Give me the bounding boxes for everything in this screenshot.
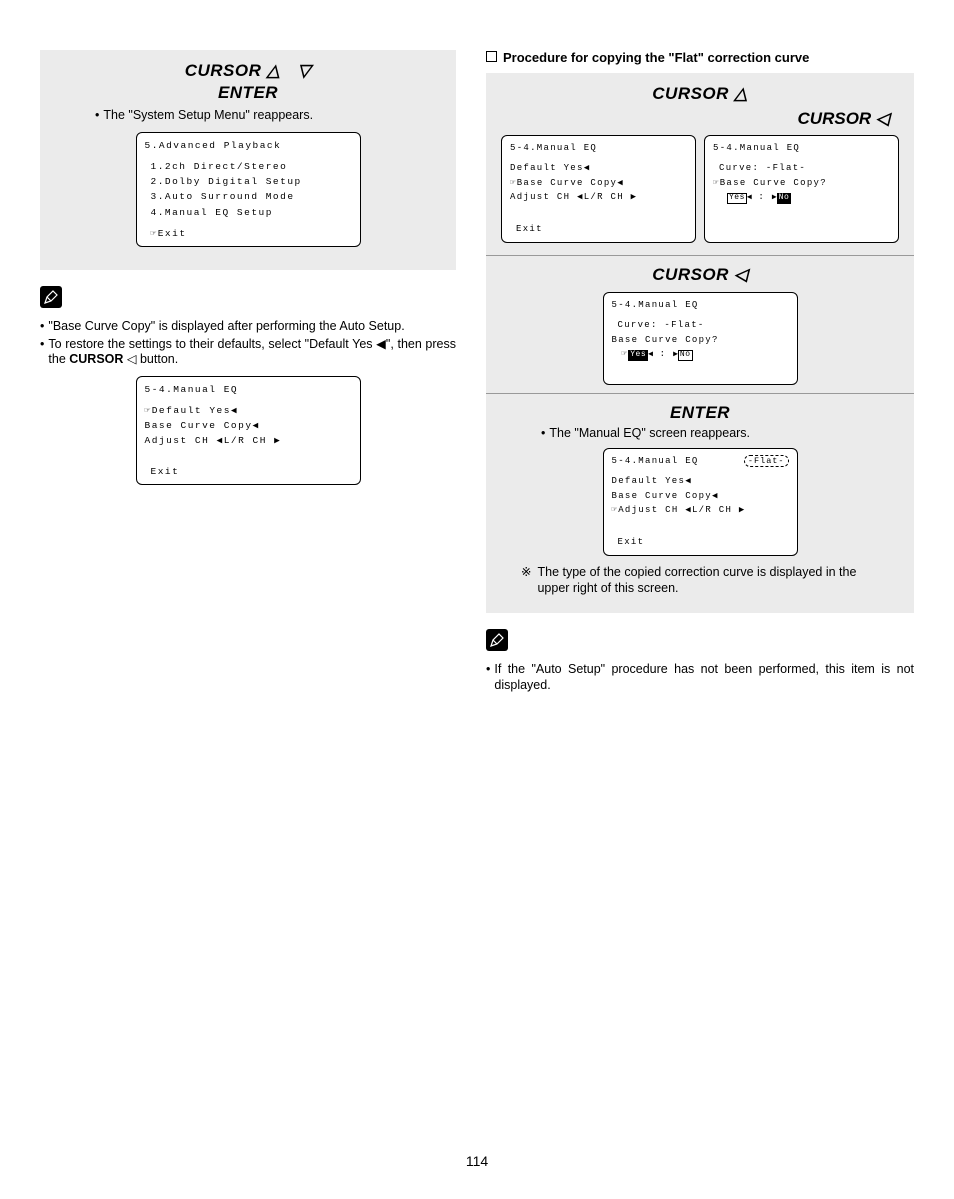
lcd-screen-manual-eq-default: 5-4.Manual EQ ☞Default Yes◀ Base Curve C… — [136, 376, 361, 485]
star-note: ※ The type of the copied correction curv… — [501, 562, 899, 599]
cursor-heading: CURSOR △ ▽ — [55, 60, 441, 82]
no-box-selected: No — [777, 193, 792, 204]
page-number: 114 — [0, 1153, 954, 1169]
lcd-screen-d: 5-4.Manual EQ -Flat- Default Yes◀ Base C… — [603, 448, 798, 556]
cursor-left-heading-2: CURSOR ◁ — [501, 264, 899, 286]
cursor-up-heading: CURSOR △ — [501, 83, 899, 105]
lcd-screen-advanced-playback: 5.Advanced Playback 1.2ch Direct/Stereo … — [136, 132, 361, 247]
lcd-screen-c: 5-4.Manual EQ Curve: -Flat- Base Curve C… — [603, 292, 798, 385]
bullet-text: • The "System Setup Menu" reappears. — [95, 108, 441, 124]
lcd-screen-b: 5-4.Manual EQ Curve: -Flat- ☞Base Curve … — [704, 135, 899, 243]
lcd-screen-a: 5-4.Manual EQ Default Yes◀ ☞Base Curve C… — [501, 135, 696, 243]
note-restore-defaults: • To restore the settings to their defau… — [40, 337, 456, 368]
bullet-dot: • — [95, 108, 99, 124]
left-panel: CURSOR △ ▽ ENTER • The "System Setup Men… — [40, 50, 456, 270]
left-column: CURSOR △ ▽ ENTER • The "System Setup Men… — [40, 50, 456, 696]
enter-heading-2: ENTER — [501, 402, 899, 424]
right-panel: CURSOR △ CURSOR ◁ 5-4.Manual EQ Default … — [486, 73, 914, 613]
enter-heading: ENTER — [55, 82, 441, 104]
note-auto-setup: • If the "Auto Setup" procedure has not … — [486, 662, 914, 693]
no-box: No — [678, 350, 693, 361]
divider — [486, 393, 914, 394]
divider — [486, 255, 914, 256]
bullet-manual-eq: • The "Manual EQ" screen reappears. — [541, 426, 899, 442]
flat-badge: -Flat- — [744, 455, 789, 467]
checkbox-icon — [486, 51, 497, 62]
yes-box-selected: Yes — [628, 350, 648, 361]
pencil-note-icon — [486, 629, 508, 651]
yes-box: Yes — [727, 193, 747, 204]
note-base-curve: • "Base Curve Copy" is displayed after p… — [40, 319, 456, 335]
right-column: Procedure for copying the "Flat" correct… — [486, 50, 914, 696]
cursor-left-heading: CURSOR ◁ — [501, 109, 889, 129]
pencil-note-icon — [40, 286, 62, 308]
procedure-heading: Procedure for copying the "Flat" correct… — [486, 50, 914, 65]
dual-screens: 5-4.Manual EQ Default Yes◀ ☞Base Curve C… — [501, 131, 899, 247]
